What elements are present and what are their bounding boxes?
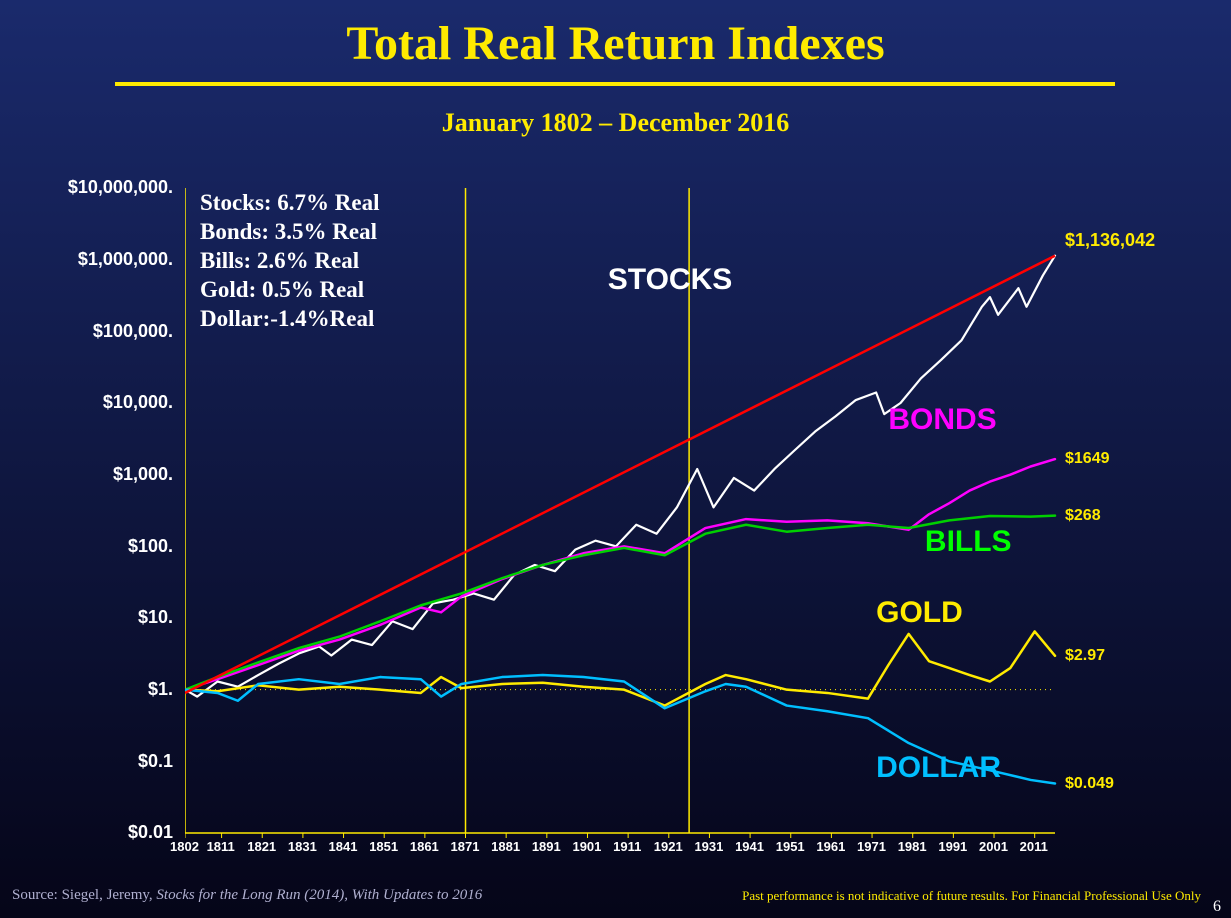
y-tick-label: $1,000.: [0, 464, 173, 485]
page-number: 6: [1213, 898, 1221, 916]
x-tick-label: 1871: [451, 839, 480, 854]
series-label-gold: GOLD: [876, 596, 963, 630]
source-citation: Source: Siegel, Jeremy, Stocks for the L…: [12, 887, 482, 904]
slide: Total Real Return Indexes January 1802 –…: [0, 0, 1231, 918]
y-tick-label: $0.1: [0, 751, 173, 772]
y-tick-label: $1,000,000.: [0, 249, 173, 270]
y-tick-label: $10.: [0, 607, 173, 628]
x-tick-label: 1981: [898, 839, 927, 854]
y-tick-label: $1.: [0, 679, 173, 700]
x-tick-label: 1901: [572, 839, 601, 854]
x-tick-label: 1921: [654, 839, 683, 854]
end-value-gold: $2.97: [1065, 647, 1105, 665]
series-label-dollar: DOLLAR: [876, 751, 1001, 785]
end-value-stocks: $1,136,042: [1065, 230, 1155, 251]
series-label-bonds: BONDS: [888, 403, 996, 437]
y-tick-label: $100.: [0, 536, 173, 557]
x-tick-label: 1951: [776, 839, 805, 854]
disclaimer-text: Past performance is not indicative of fu…: [742, 888, 1201, 904]
x-tick-label: 1891: [532, 839, 561, 854]
x-tick-label: 1831: [288, 839, 317, 854]
series-label-stocks: STOCKS: [608, 263, 732, 297]
end-value-bills: $268: [1065, 507, 1101, 525]
x-tick-label: 1802: [170, 839, 199, 854]
y-tick-label: $10,000.: [0, 392, 173, 413]
x-tick-label: 1991: [938, 839, 967, 854]
y-tick-label: $0.01: [0, 822, 173, 843]
x-tick-label: 1971: [857, 839, 886, 854]
x-tick-label: 1931: [694, 839, 723, 854]
x-tick-label: 1911: [613, 839, 641, 854]
x-tick-label: 1811: [207, 839, 235, 854]
legend-line: Stocks: 6.7% Real: [200, 190, 380, 216]
x-tick-label: 1851: [369, 839, 398, 854]
slide-subtitle: January 1802 – December 2016: [0, 108, 1231, 138]
end-value-dollar: $0.049: [1065, 775, 1114, 793]
x-tick-label: 2011: [1020, 839, 1048, 854]
legend-line: Gold: 0.5% Real: [200, 277, 364, 303]
x-tick-label: 2001: [979, 839, 1008, 854]
series-label-bills: BILLS: [925, 525, 1012, 559]
y-tick-label: $100,000.: [0, 321, 173, 342]
legend-line: Bills: 2.6% Real: [200, 248, 359, 274]
x-tick-label: 1861: [410, 839, 439, 854]
x-tick-label: 1841: [329, 839, 358, 854]
slide-title: Total Real Return Indexes: [0, 16, 1231, 71]
x-tick-label: 1961: [816, 839, 845, 854]
x-tick-label: 1881: [491, 839, 520, 854]
x-tick-label: 1821: [247, 839, 276, 854]
legend-line: Dollar:-1.4%Real: [200, 306, 374, 332]
y-tick-label: $10,000,000.: [0, 177, 173, 198]
end-value-bonds: $1649: [1065, 450, 1110, 468]
x-tick-label: 1941: [735, 839, 764, 854]
legend-line: Bonds: 3.5% Real: [200, 219, 377, 245]
title-rule: [115, 82, 1115, 86]
